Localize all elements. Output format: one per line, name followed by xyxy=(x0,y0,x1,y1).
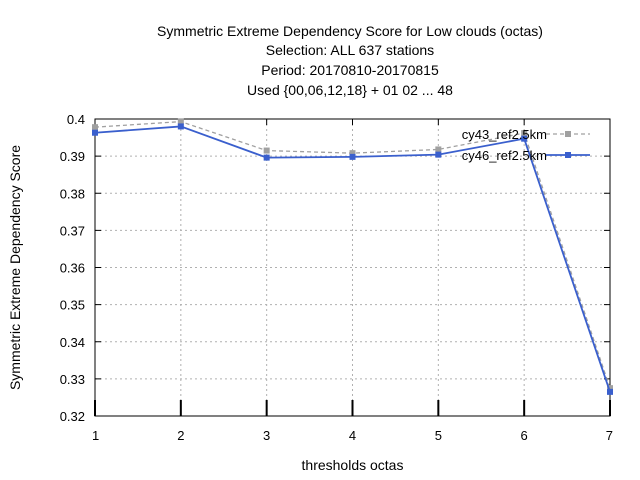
series-1-point xyxy=(607,385,613,392)
title-line-1: Symmetric Extreme Dependency Score for L… xyxy=(157,23,543,39)
y-tick-label: 0.35 xyxy=(60,298,85,313)
x-tick-label: 7 xyxy=(606,428,613,443)
y-tick-label: 0.33 xyxy=(60,372,85,387)
series-1-point xyxy=(349,150,356,157)
series-2-point xyxy=(435,151,442,158)
y-tick-label: 0.39 xyxy=(60,149,85,164)
series-2-point xyxy=(92,129,98,136)
y-axis-label: Symmetric Extreme Dependency Score xyxy=(7,145,23,390)
y-tick-label: 0.4 xyxy=(67,112,85,127)
x-axis-label: thresholds octas xyxy=(302,457,404,473)
y-tick-label: 0.38 xyxy=(60,186,85,201)
series xyxy=(92,118,613,395)
series-1-point xyxy=(521,130,528,137)
series-2-point xyxy=(521,135,528,142)
series-2-point xyxy=(607,388,613,395)
series-1-point xyxy=(435,146,442,153)
series-1-point xyxy=(177,118,184,125)
x-tick-label: 4 xyxy=(349,428,356,443)
x-tick-label: 2 xyxy=(177,428,184,443)
legend: cy43_ref2.5km cy46_ref2.5km xyxy=(462,127,590,163)
series-1-point xyxy=(92,124,98,131)
grid xyxy=(95,119,610,416)
x-tick-label: 5 xyxy=(435,428,442,443)
y-tick-label: 0.37 xyxy=(60,223,85,238)
legend-marker xyxy=(565,152,571,158)
y-tick-label: 0.32 xyxy=(60,409,85,424)
series-2-point xyxy=(177,123,184,130)
y-tick-label: 0.34 xyxy=(60,335,85,350)
series-2-point xyxy=(349,153,356,160)
legend-marker xyxy=(565,131,571,137)
legend-label: cy46_ref2.5km xyxy=(462,148,547,163)
y-tick-label: 0.36 xyxy=(60,261,85,276)
x-tick-label: 6 xyxy=(521,428,528,443)
title-line-3: Period: 20170810-20170815 xyxy=(261,62,439,78)
title-line-2: Selection: ALL 637 stations xyxy=(266,42,434,58)
legend-label: cy43_ref2.5km xyxy=(462,127,547,142)
axis-ticks: 0.32 0.33 0.34 0.35 0.36 0.37 0.38 0.39 0.4 1 2 3 4 5… xyxy=(60,112,613,443)
series-1-point xyxy=(263,147,270,154)
x-tick-label: 3 xyxy=(263,428,270,443)
chart-title: Symmetric Extreme Dependency Score for L… xyxy=(157,23,543,98)
series-2-point xyxy=(263,154,270,161)
title-line-4: Used {00,06,12,18} + 01 02 ... 48 xyxy=(247,82,453,98)
x-tick-label: 1 xyxy=(92,428,99,443)
